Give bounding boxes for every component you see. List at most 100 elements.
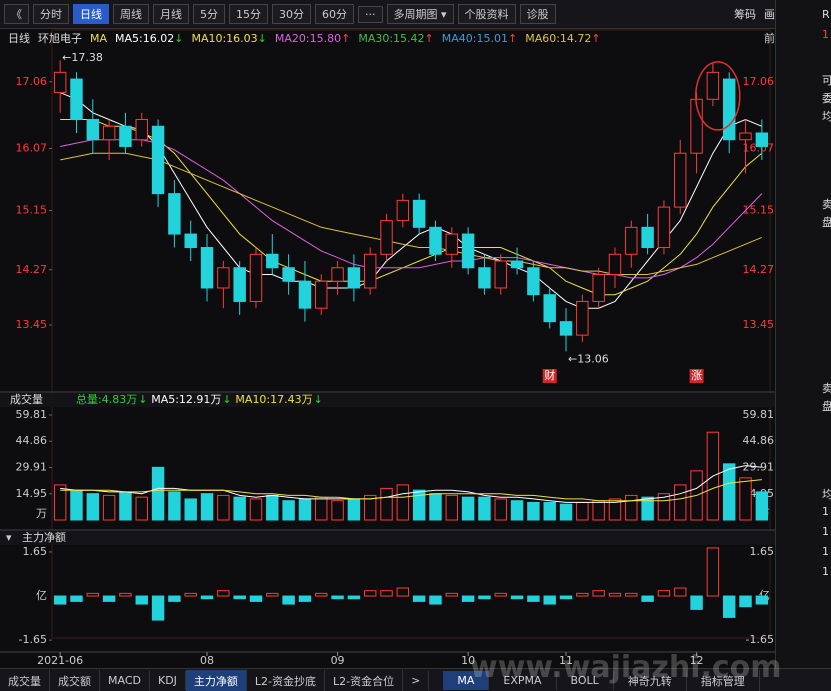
toolbar-button[interactable]: 筹码 (733, 8, 756, 21)
tab[interactable]: 指标管理 (687, 669, 760, 691)
candle-body (347, 267, 361, 289)
bar (380, 487, 393, 521)
bar (184, 592, 197, 597)
bar (217, 590, 230, 597)
toolbar-button[interactable]: 多周期图 ▾ (386, 4, 454, 24)
candle-body (53, 71, 67, 94)
candle-body (674, 152, 687, 208)
tab[interactable]: MA (443, 671, 490, 690)
unit-label: 亿 (36, 589, 47, 602)
toolbar-button[interactable]: 月线 (153, 4, 189, 24)
tab[interactable]: 成交额 (50, 669, 100, 691)
bar (608, 592, 622, 597)
sidebar-text: 盘 (822, 400, 831, 413)
y-tick-label: 14.95 (16, 487, 48, 500)
event-marker: 财 (544, 368, 555, 382)
toolbar-button[interactable]: 日线 (73, 4, 109, 24)
bar (625, 494, 638, 521)
y-tick-label: 59.81 (16, 408, 48, 421)
bar (494, 498, 507, 521)
ma-arrow: ↑ (507, 31, 518, 45)
toolbar-button[interactable]: 诊股 (519, 4, 556, 24)
sidebar-text: 卖 (822, 198, 831, 211)
sidebar-text: 均 (822, 110, 831, 123)
tab[interactable]: 神奇九转 (614, 669, 687, 691)
toolbar-button[interactable]: 30分 (272, 4, 311, 24)
ma-line (60, 465, 762, 503)
bar (380, 590, 393, 597)
tab[interactable]: KDJ (150, 671, 186, 690)
sidebar-text: 1 (822, 505, 829, 518)
bar (119, 592, 132, 597)
sidebar-text: 卖 (822, 382, 831, 395)
toolbar-button[interactable]: 5分 (193, 4, 225, 24)
toolbar-button[interactable]: ··· (358, 5, 383, 23)
bar (510, 595, 524, 600)
candle-body (168, 193, 181, 235)
bar (396, 484, 410, 521)
toolbar-button[interactable]: 周线 (113, 4, 149, 24)
bar (527, 595, 540, 602)
bar (722, 595, 736, 618)
bar (396, 587, 410, 597)
bar (168, 595, 181, 602)
candle-body (445, 233, 459, 255)
toolbar-button[interactable]: 分时 (33, 4, 69, 24)
ma-legend: MA20:15.80 (274, 31, 342, 45)
toolbar-button[interactable]: 15分 (229, 4, 268, 24)
ma-line (60, 119, 763, 296)
y-tick-label: 1.65 (23, 545, 48, 558)
tab[interactable]: L2-资金抄底 (247, 669, 326, 691)
bar (543, 595, 556, 605)
bar (461, 595, 475, 602)
event-marker: 涨 (691, 369, 702, 382)
bar (657, 590, 671, 597)
y-tick-label: 17.06 (16, 75, 48, 88)
panel-frame (51, 29, 771, 639)
bar (429, 595, 442, 605)
unit-label: 万 (36, 507, 47, 520)
candle-body (739, 132, 752, 141)
panel-header (0, 393, 775, 407)
sidebar-text: 1 (822, 565, 829, 578)
y-tick-label: 59.81 (743, 408, 775, 421)
y-tick-label: 44.86 (743, 434, 775, 447)
candle-body (184, 233, 197, 249)
watermark: www.wajiazhi.com (470, 650, 782, 685)
stock-name: 环旭电子 (38, 32, 82, 45)
toolbar-button[interactable]: 个股资料 (457, 4, 516, 24)
candle-body (331, 267, 344, 282)
candle-body (380, 220, 393, 255)
bar (200, 493, 214, 521)
y-tick-label: 1.65 (750, 545, 775, 558)
tab[interactable]: EXPMA (489, 671, 557, 690)
tab[interactable]: L2-资金合位 (325, 669, 404, 691)
bar (461, 496, 475, 521)
bar (543, 501, 556, 521)
bar (86, 592, 100, 597)
toolbar-button[interactable]: 60分 (315, 4, 354, 24)
tab[interactable]: 成交量 (0, 669, 50, 691)
bar (429, 493, 442, 521)
tab[interactable]: > (403, 671, 430, 690)
ma-legend: MA30:15.42 (358, 31, 425, 45)
toolbar-button[interactable]: 《 (4, 4, 29, 24)
bar (674, 484, 687, 521)
tab[interactable]: BOLL (557, 671, 614, 690)
bar (119, 491, 132, 521)
bar (200, 595, 214, 600)
panel-title: 成交量 (10, 392, 43, 406)
collapse-icon: ▾ (6, 531, 12, 544)
bar (70, 595, 83, 602)
x-tick-label: 09 (331, 654, 345, 667)
y-tick-label: 14.27 (16, 263, 48, 276)
y-tick-label: -1.65 (746, 633, 774, 646)
bar (217, 494, 230, 521)
candle-body (151, 125, 165, 195)
tab[interactable]: MACD (100, 671, 150, 690)
candle-body (429, 226, 442, 255)
tab[interactable]: 主力净额 (185, 669, 247, 691)
bar (53, 484, 67, 521)
event-marker-bg (542, 369, 557, 383)
